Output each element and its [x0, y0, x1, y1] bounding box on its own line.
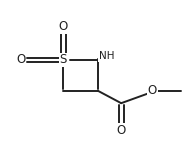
- Text: O: O: [147, 84, 157, 97]
- Text: NH: NH: [99, 51, 114, 61]
- Text: O: O: [59, 20, 68, 32]
- Text: O: O: [16, 54, 25, 67]
- Text: S: S: [60, 54, 67, 67]
- Text: O: O: [117, 125, 126, 137]
